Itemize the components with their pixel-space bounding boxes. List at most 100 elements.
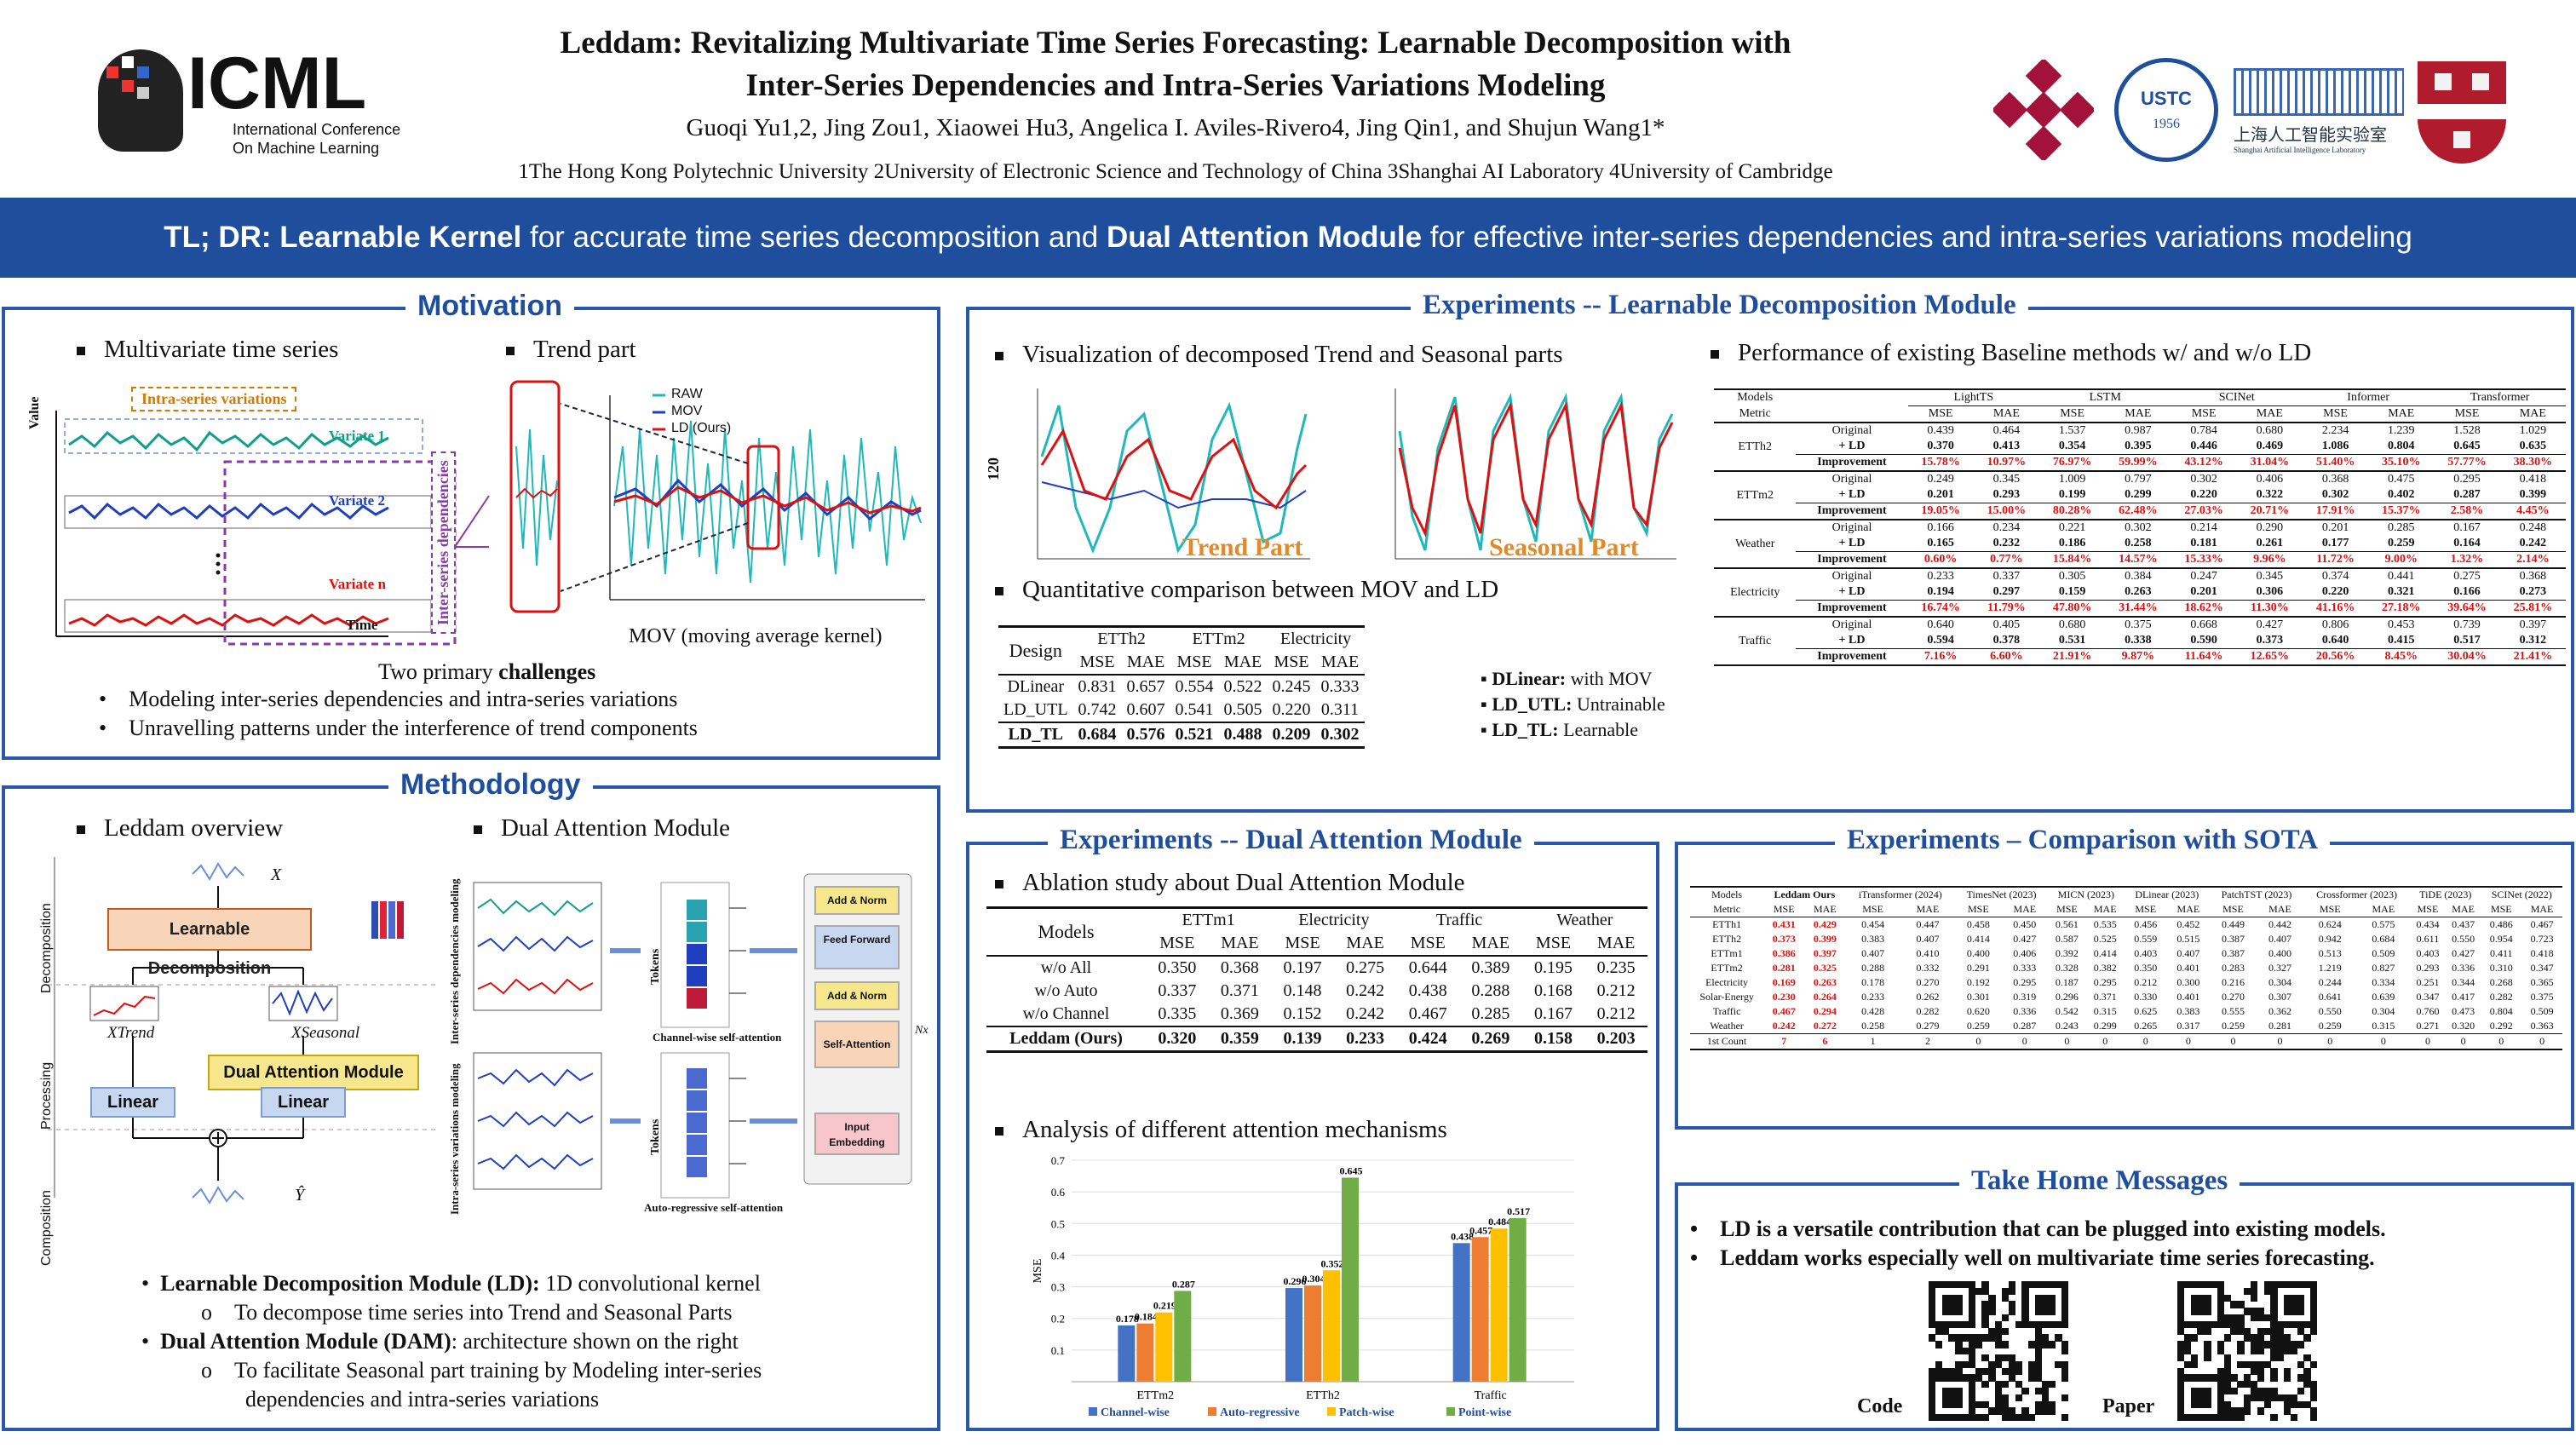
qr-module xyxy=(2283,1374,2291,1382)
perf-mae: MAE xyxy=(2125,407,2152,420)
perf-cell: 11.79% xyxy=(1987,601,2026,614)
sota-cell: 0.515 xyxy=(2176,933,2200,945)
sota-cell: 0.437 xyxy=(2452,918,2475,930)
bullet-trend: Trend part xyxy=(506,336,636,364)
qr-module xyxy=(2061,1374,2069,1382)
sota-cell: 0.407 xyxy=(1861,947,1885,959)
sota-cell: 0.525 xyxy=(2093,933,2117,945)
perf-cell: 1.239 xyxy=(2388,424,2415,437)
qr-module xyxy=(1955,1348,1963,1355)
qr-module xyxy=(2270,1308,2278,1315)
qr-module xyxy=(1955,1341,1963,1348)
qr-module xyxy=(2250,1348,2258,1355)
sota-cell: 0.230 xyxy=(1772,991,1796,1003)
qr-module xyxy=(2310,1387,2318,1395)
bar-data-label: 0.457 xyxy=(1469,1224,1492,1236)
bar-data-label: 0.517 xyxy=(1507,1205,1530,1217)
qr-module xyxy=(2177,1394,2185,1402)
qr-module xyxy=(2034,1341,2043,1348)
x-tick-label: ETTh2 xyxy=(1306,1389,1340,1402)
sota-cell: 0.317 xyxy=(2176,1020,2200,1032)
mov-ld-table: Design ETTh2 ETTm2 Electricity MSE MAE MS… xyxy=(998,625,1365,749)
code-qr[interactable] xyxy=(1929,1281,2069,1422)
qr-module xyxy=(2244,1400,2251,1408)
dam-sub-2: dependencies and intra-series variations xyxy=(245,1387,600,1412)
sota-cell: 0.315 xyxy=(2372,1020,2395,1032)
qr-module xyxy=(1929,1374,1936,1382)
qr-module xyxy=(2270,1327,2278,1335)
perf-cell: 57.77% xyxy=(2447,456,2487,469)
design-header: Design xyxy=(1009,640,1062,661)
sota-count-cell: 1 xyxy=(1870,1035,1876,1047)
qr-module xyxy=(1981,1381,1989,1389)
qr-module xyxy=(2061,1320,2069,1329)
sota-model-head: Models xyxy=(1711,888,1743,900)
bullet-ablation: Ablation study about Dual Attention Modu… xyxy=(995,869,1465,897)
perf-cell: 0.199 xyxy=(2058,488,2086,501)
qr-module xyxy=(2250,1367,2258,1375)
qr-module xyxy=(2211,1320,2218,1329)
legend-label: Channel-wise xyxy=(1101,1406,1170,1419)
qr-module xyxy=(2041,1341,2050,1348)
sota-count-cell: 0 xyxy=(2064,1035,2070,1047)
perf-cell: 0.293 xyxy=(1992,488,2021,501)
qr-module xyxy=(1981,1287,1989,1296)
qr-module xyxy=(2183,1348,2192,1355)
dam-desc-text: : architecture shown on the right xyxy=(451,1329,739,1354)
perf-cell: 43.12% xyxy=(2184,456,2223,469)
perf-cell: 15.84% xyxy=(2052,553,2092,566)
bar-data-label: 0.484 xyxy=(1488,1216,1511,1228)
perf-cell: 0.680 xyxy=(2256,424,2284,437)
qr-module xyxy=(2283,1294,2291,1302)
tldr-text-1: for accurate time series decomposition a… xyxy=(521,221,1107,254)
cmp-mse: MSE xyxy=(1176,653,1212,671)
qr-module xyxy=(2034,1348,2043,1355)
methodology-panel: Methodology Leddam overview Dual Attenti… xyxy=(2,768,940,1431)
qr-module xyxy=(2217,1381,2225,1389)
bullet-vis-text: Visualization of decomposed Trend and Se… xyxy=(1022,341,1563,368)
sota-model-head: Leddam Ours xyxy=(1774,888,1836,900)
qr-module xyxy=(2250,1314,2258,1322)
learnable-decomposition-label: Learnable Decomposition xyxy=(147,920,272,978)
challenges-line: Two primary challenges xyxy=(378,659,595,685)
qr-module xyxy=(2041,1381,2050,1389)
perf-cell: 0.405 xyxy=(1992,618,2021,631)
qr-module xyxy=(2034,1327,2043,1335)
qr-module xyxy=(2297,1341,2304,1348)
paper-qr[interactable] xyxy=(2177,1281,2318,1422)
qr-module xyxy=(2190,1394,2198,1402)
qr-module xyxy=(2177,1314,2185,1322)
qr-module xyxy=(2048,1381,2056,1389)
sota-cell: 0.233 xyxy=(1861,991,1885,1003)
sota-cell: 0.550 xyxy=(2318,1005,2342,1017)
ablation-cell: 0.139 xyxy=(1283,1029,1322,1048)
take-home-panel: Take Home Messages • LD is a versatile c… xyxy=(1675,1165,2574,1431)
perf-cell: 0.159 xyxy=(2058,585,2086,598)
qr-module xyxy=(2290,1301,2298,1308)
qr-module xyxy=(1935,1320,1943,1329)
bullet-perf: Performance of existing Baseline methods… xyxy=(1711,339,2311,367)
perf-cell: 0.378 xyxy=(1992,634,2021,647)
qr-module xyxy=(2303,1354,2311,1362)
qr-module xyxy=(2015,1381,2022,1389)
sota-cell: 0.244 xyxy=(2318,976,2342,988)
perf-cell: 0.739 xyxy=(2453,618,2481,631)
perf-mse: MSE xyxy=(1928,407,1953,420)
abl-mae: MAE xyxy=(1346,934,1384,952)
sota-cell: 0.304 xyxy=(2268,976,2291,988)
sota-count-cell: 0 xyxy=(2185,1035,2191,1047)
qr-module xyxy=(1995,1407,2003,1415)
qr-module xyxy=(2310,1414,2318,1422)
qr-module xyxy=(2257,1360,2264,1368)
qr-module xyxy=(2257,1341,2264,1348)
perf-cell: 0.248 xyxy=(2519,521,2547,534)
perf-cell: 0.259 xyxy=(2388,537,2415,549)
bar xyxy=(1471,1237,1489,1382)
cmp-mse: MSE xyxy=(1079,653,1115,671)
sota-model-head: MICN (2023) xyxy=(2057,888,2114,900)
qr-module xyxy=(2237,1381,2245,1389)
sota-mse: MSE xyxy=(2417,903,2439,915)
qr-module xyxy=(2277,1394,2285,1402)
sota-count-cell: 2 xyxy=(1924,1035,1930,1047)
qr-module xyxy=(1941,1374,1949,1382)
